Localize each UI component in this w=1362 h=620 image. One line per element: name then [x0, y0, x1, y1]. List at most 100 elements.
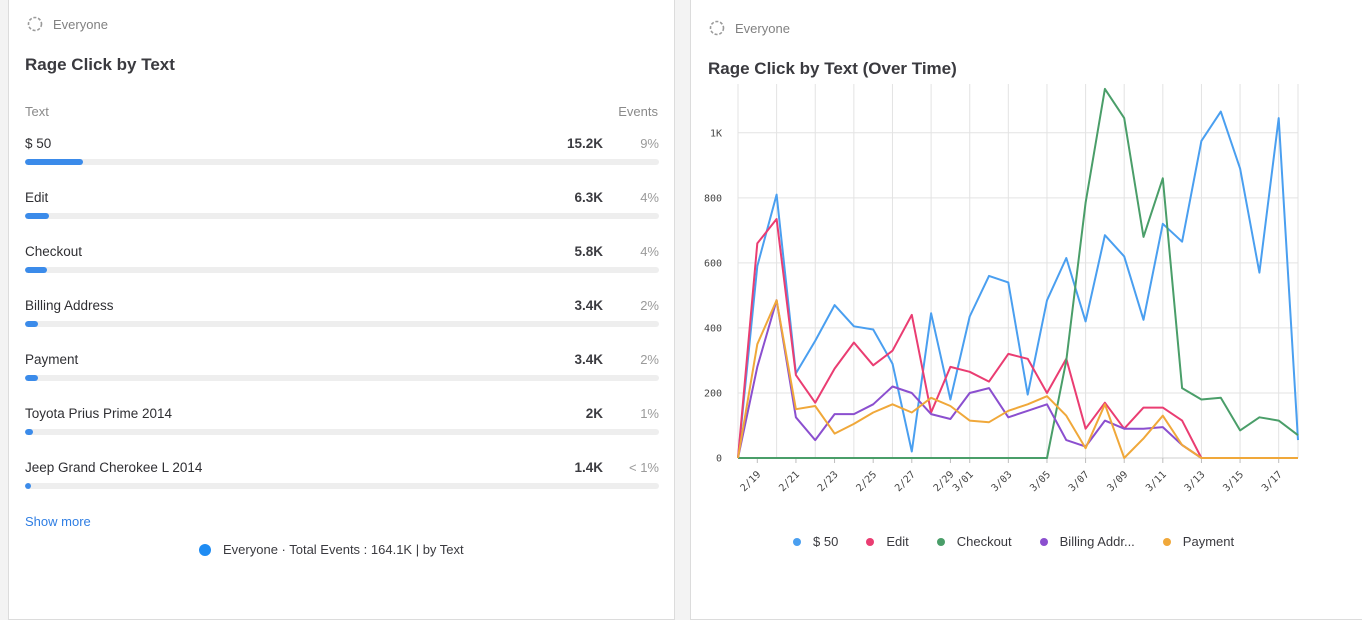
row-bar-track — [25, 321, 659, 327]
footer-text: Everyone · Total Events : 164.1K | by Te… — [223, 542, 464, 557]
legend-item[interactable]: Checkout — [936, 534, 1012, 549]
table-row[interactable]: $ 50 15.2K 9% — [25, 136, 659, 190]
segment-spinner-icon — [27, 16, 43, 32]
segment-label[interactable]: Everyone — [27, 16, 108, 32]
legend-label: Billing Addr... — [1059, 534, 1135, 549]
series-line — [737, 299, 1298, 459]
row-percent: 4% — [640, 244, 659, 259]
table-row[interactable]: Checkout 5.8K 4% — [25, 244, 659, 298]
row-bar-track — [25, 483, 659, 489]
y-tick-label: 1K — [710, 128, 722, 139]
legend-label: Checkout — [956, 534, 1012, 549]
legend-label: Payment — [1182, 534, 1235, 549]
row-bar-fill — [25, 483, 31, 489]
row-bar-fill — [25, 375, 38, 381]
row-percent: 4% — [640, 190, 659, 205]
rage-click-by-text-panel: Everyone Rage Click by Text Text Events … — [8, 0, 675, 620]
column-header-events: Events — [618, 104, 658, 119]
x-tick-label: 3/05 — [1028, 469, 1053, 494]
segment-name: Everyone — [735, 20, 790, 36]
row-count: 6.3K — [574, 190, 603, 205]
x-tick-label: 3/11 — [1144, 469, 1169, 494]
row-bar-track — [25, 429, 659, 435]
legend-label: Edit — [886, 534, 909, 549]
legend-item[interactable]: Billing Addr... — [1039, 534, 1135, 549]
show-more-link[interactable]: Show more — [25, 514, 91, 529]
row-bar-fill — [25, 213, 49, 219]
legend-dot-icon — [199, 543, 211, 556]
legend-label: $ 50 — [813, 534, 839, 549]
row-bar-fill — [25, 321, 38, 327]
x-tick-label: 3/13 — [1183, 469, 1208, 494]
x-tick-label: 2/27 — [893, 469, 918, 494]
series-line — [738, 87, 1299, 459]
x-tick-label: 2/29 — [932, 469, 957, 494]
table-row[interactable]: Edit 6.3K 4% — [25, 190, 659, 244]
x-tick-label: 3/15 — [1221, 469, 1246, 494]
row-label: $ 50 — [25, 136, 52, 151]
row-label: Checkout — [25, 244, 83, 259]
y-tick-label: 800 — [704, 193, 722, 204]
row-bar-track — [25, 375, 659, 381]
legend-item[interactable]: $ 50 — [793, 534, 838, 549]
legend-dot-icon — [1162, 537, 1171, 546]
panel-title: Rage Click by Text (Over Time) — [708, 59, 957, 78]
row-percent: 2% — [640, 352, 659, 367]
legend-dot-icon — [1039, 537, 1048, 546]
row-bar-fill — [25, 429, 33, 435]
x-tick-label: 2/25 — [854, 469, 879, 494]
segment-spinner-icon — [709, 20, 725, 36]
series-line — [737, 110, 1299, 459]
row-count: 3.4K — [574, 298, 603, 313]
x-tick-label: 3/07 — [1067, 469, 1092, 494]
y-tick-label: 0 — [716, 454, 722, 465]
row-count: 5.8K — [574, 244, 603, 259]
row-percent: < 1% — [629, 460, 659, 475]
table-row[interactable]: Billing Address 3.4K 2% — [25, 298, 659, 352]
legend-dot-icon — [866, 537, 875, 546]
row-count: 2K — [585, 406, 603, 421]
x-tick-label: 3/03 — [990, 469, 1015, 494]
table-row[interactable]: Toyota Prius Prime 2014 2K 1% — [25, 406, 659, 460]
x-tick-label: 3/01 — [951, 469, 976, 494]
y-tick-label: 200 — [704, 388, 722, 399]
legend-dot-icon — [793, 537, 801, 546]
y-tick-label: 400 — [704, 323, 722, 334]
chart-legend: $ 50 Edit Checkout Billing Addr... Payment — [793, 534, 1262, 549]
y-tick-label: 600 — [704, 258, 722, 269]
row-count: 3.4K — [574, 352, 603, 367]
segment-label[interactable]: Everyone — [709, 20, 790, 36]
x-tick-label: 2/21 — [777, 469, 802, 494]
x-tick-label: 2/23 — [816, 469, 841, 494]
legend-item[interactable]: Edit — [866, 534, 909, 549]
series-line — [737, 299, 1298, 459]
row-percent: 2% — [640, 298, 659, 313]
panel-title: Rage Click by Text — [25, 55, 175, 74]
x-tick-label: 3/17 — [1260, 469, 1285, 494]
row-bar-track — [25, 213, 659, 219]
row-label: Payment — [25, 352, 79, 367]
row-label: Toyota Prius Prime 2014 — [25, 406, 173, 421]
row-label: Edit — [25, 190, 49, 205]
row-count: 15.2K — [566, 136, 603, 151]
row-bar-fill — [25, 267, 47, 273]
segment-name: Everyone — [53, 16, 108, 32]
row-bar-track — [25, 267, 659, 273]
legend-dot-icon — [936, 537, 945, 546]
row-bar-fill — [25, 159, 83, 165]
table-row[interactable]: Jeep Grand Cherokee L 2014 1.4K < 1% — [25, 460, 659, 514]
row-label: Jeep Grand Cherokee L 2014 — [25, 460, 203, 475]
column-header-text: Text — [25, 104, 49, 119]
rage-click-over-time-panel: Everyone Rage Click by Text (Over Time) … — [690, 0, 1362, 620]
row-count: 1.4K — [574, 460, 603, 475]
table-row[interactable]: Payment 3.4K 2% — [25, 352, 659, 406]
legend-footer: Everyone · Total Events : 164.1K | by Te… — [199, 542, 464, 557]
row-bar-track — [25, 159, 659, 165]
row-percent: 1% — [640, 406, 659, 421]
row-label: Billing Address — [25, 298, 114, 313]
row-percent: 9% — [640, 136, 659, 151]
x-tick-label: 2/19 — [739, 469, 764, 494]
legend-item[interactable]: Payment — [1162, 534, 1235, 549]
x-tick-label: 3/09 — [1106, 469, 1131, 494]
